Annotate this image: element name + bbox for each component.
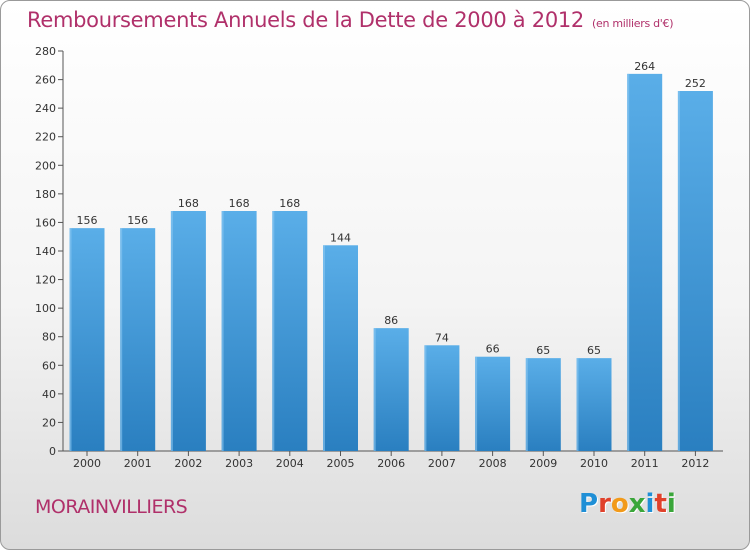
data-label: 264 — [634, 60, 655, 73]
y-tick-label: 240 — [35, 102, 56, 115]
bar-highlight — [576, 358, 579, 451]
commune-name: MORAINVILLIERS — [35, 496, 188, 518]
logo-letter: o — [610, 489, 629, 519]
y-tick-label: 160 — [35, 216, 56, 229]
y-tick-label: 60 — [42, 359, 56, 372]
bar-highlight — [627, 73, 630, 451]
bar-highlight — [424, 345, 427, 451]
logo-letter: t — [654, 489, 667, 519]
x-tick-label: 2008 — [479, 457, 507, 470]
data-label: 168 — [229, 197, 250, 210]
bar-2003 — [221, 211, 257, 451]
bar-highlight — [525, 358, 528, 451]
x-tick-label: 2002 — [174, 457, 202, 470]
x-tick-label: 2010 — [580, 457, 608, 470]
y-tick-label: 180 — [35, 188, 56, 201]
x-tick-label: 2006 — [377, 457, 405, 470]
bar-highlight — [221, 211, 224, 451]
y-tick-label: 280 — [35, 45, 56, 58]
y-tick-label: 200 — [35, 159, 56, 172]
logo-letter: P — [579, 489, 599, 519]
y-tick-label: 120 — [35, 274, 56, 287]
x-tick-label: 2011 — [631, 457, 659, 470]
chart-title: Remboursements Annuels de la Dette de 20… — [27, 8, 673, 32]
y-tick-label: 20 — [42, 416, 56, 429]
bar-2012 — [677, 91, 713, 451]
bar-highlight — [120, 228, 123, 451]
x-tick-label: 2001 — [124, 457, 152, 470]
y-tick-label: 140 — [35, 245, 56, 258]
x-tick-label: 2009 — [529, 457, 557, 470]
bar-2002 — [170, 211, 206, 451]
y-tick-label: 260 — [35, 74, 56, 87]
x-tick-label: 2005 — [327, 457, 355, 470]
logo-letter: x — [628, 489, 646, 519]
y-tick-label: 40 — [42, 388, 56, 401]
data-label: 66 — [486, 343, 500, 356]
chart-title-text: Remboursements Annuels de la Dette de 20… — [27, 8, 584, 32]
data-label: 168 — [279, 197, 300, 210]
data-label: 65 — [587, 344, 601, 357]
y-tick-label: 0 — [49, 445, 56, 458]
bar-2011 — [627, 73, 663, 451]
bar-2004 — [272, 211, 308, 451]
logo-letter: i — [645, 489, 655, 519]
data-label: 156 — [77, 214, 98, 227]
bar-highlight — [272, 211, 275, 451]
y-tick-label: 220 — [35, 131, 56, 144]
bar-2001 — [120, 228, 156, 451]
data-label: 65 — [536, 344, 550, 357]
bar-highlight — [475, 356, 478, 451]
data-label: 252 — [685, 77, 706, 90]
logo-letter: i — [666, 489, 676, 519]
bar-highlight — [677, 91, 680, 451]
y-tick-label: 100 — [35, 302, 56, 315]
data-label: 144 — [330, 231, 351, 244]
data-label: 86 — [384, 314, 398, 327]
bar-highlight — [69, 228, 72, 451]
bar-highlight — [323, 245, 325, 451]
data-label: 74 — [435, 331, 449, 344]
data-label: 156 — [127, 214, 148, 227]
logo-letter: r — [598, 489, 611, 519]
bar-2006 — [373, 328, 409, 451]
bar-highlight — [170, 211, 173, 451]
bar-2000 — [69, 228, 105, 451]
bar-highlight — [373, 328, 376, 451]
bar-2008 — [475, 356, 511, 451]
bar-2010 — [576, 358, 612, 451]
proxiti-logo: Proxiti — [579, 489, 676, 519]
y-tick-label: 80 — [42, 331, 56, 344]
chart-subtitle: (en milliers d'€) — [592, 17, 674, 30]
x-tick-label: 2007 — [428, 457, 456, 470]
x-tick-label: 2004 — [276, 457, 304, 470]
x-tick-label: 2012 — [681, 457, 709, 470]
bar-2007 — [424, 345, 460, 451]
data-label: 168 — [178, 197, 199, 210]
bar-2009 — [525, 358, 561, 451]
x-tick-label: 2003 — [225, 457, 253, 470]
x-tick-label: 2000 — [73, 457, 101, 470]
bar-2005 — [323, 245, 358, 451]
